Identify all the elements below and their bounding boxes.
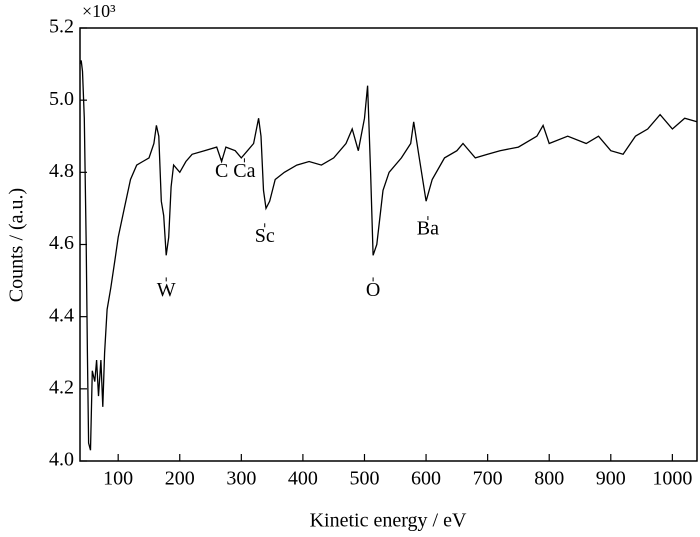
annotation: C	[215, 160, 228, 182]
x-tick-label: 700	[473, 468, 503, 490]
x-tick-label: 1000	[652, 468, 692, 490]
y-tick-label: 4.4	[49, 304, 74, 326]
spectrum-line	[79, 60, 698, 451]
x-tick-label: 400	[288, 468, 318, 490]
y-tick-label: 4.6	[49, 232, 74, 254]
y-tick-label: 5.2	[49, 16, 74, 38]
y-tick-label: 4.0	[49, 449, 74, 471]
y-tick-label: 4.8	[49, 160, 74, 182]
annotation: O	[366, 279, 380, 301]
annotation: Ba	[417, 218, 439, 240]
x-tick-label: 100	[103, 468, 133, 490]
x-tick-label: 900	[596, 468, 626, 490]
y-multiplier: ×10³	[82, 1, 116, 21]
annotation: Sc	[255, 225, 275, 247]
y-tick-label: 5.0	[49, 88, 74, 110]
x-tick-label: 200	[165, 468, 195, 490]
annotation: Ca	[233, 160, 255, 182]
x-tick-label: 300	[226, 468, 256, 490]
plot-frame	[79, 27, 698, 462]
x-tick-label: 600	[411, 468, 441, 490]
y-tick-label: 4.2	[49, 376, 74, 398]
x-tick-label: 800	[534, 468, 564, 490]
y-axis-label: Counts / (a.u.)	[6, 188, 28, 302]
annotation: W	[157, 279, 176, 301]
x-tick-label: 500	[349, 468, 379, 490]
x-axis-label: Kinetic energy / eV	[310, 510, 467, 532]
